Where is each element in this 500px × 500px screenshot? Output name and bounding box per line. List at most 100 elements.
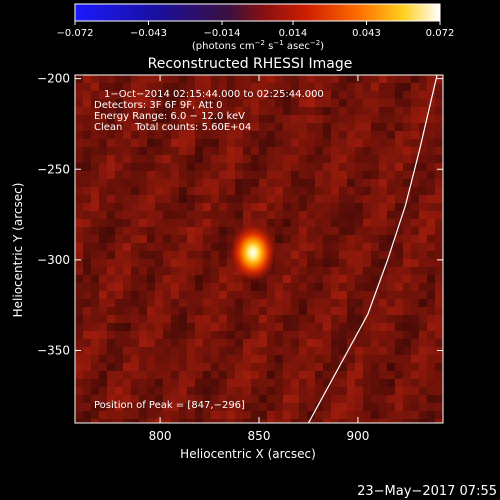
image-pixel xyxy=(387,379,395,387)
image-pixel xyxy=(91,419,99,423)
image-pixel xyxy=(227,371,235,379)
image-pixel xyxy=(371,91,379,99)
image-pixel xyxy=(227,219,235,227)
image-pixel xyxy=(147,379,155,387)
image-pixel xyxy=(299,99,307,107)
image-pixel xyxy=(267,219,275,227)
image-pixel xyxy=(355,91,363,99)
image-pixel xyxy=(219,347,227,355)
image-pixel xyxy=(139,267,147,275)
image-pixel xyxy=(243,355,251,363)
image-pixel xyxy=(291,339,299,347)
image-pixel xyxy=(299,339,307,347)
image-pixel xyxy=(107,355,115,363)
image-pixel xyxy=(307,219,315,227)
image-pixel xyxy=(283,155,291,163)
image-pixel xyxy=(275,107,283,115)
image-pixel xyxy=(187,75,195,83)
image-pixel xyxy=(147,139,155,147)
image-pixel xyxy=(211,379,219,387)
image-pixel xyxy=(163,339,171,347)
image-pixel xyxy=(171,203,179,211)
image-pixel xyxy=(419,251,427,259)
image-pixel xyxy=(115,299,123,307)
image-pixel xyxy=(259,139,267,147)
image-pixel xyxy=(163,147,171,155)
image-pixel xyxy=(379,299,387,307)
image-pixel xyxy=(387,139,395,147)
image-pixel xyxy=(227,171,235,179)
image-pixel xyxy=(299,275,307,283)
image-pixel xyxy=(123,131,131,139)
image-pixel xyxy=(419,211,427,219)
image-pixel xyxy=(115,155,123,163)
image-pixel xyxy=(123,411,131,419)
image-pixel xyxy=(147,275,155,283)
image-pixel xyxy=(259,131,267,139)
image-pixel xyxy=(307,243,315,251)
annotation-energy: Energy Range: 6.0 − 12.0 keV xyxy=(94,111,245,122)
image-pixel xyxy=(435,203,443,211)
image-pixel xyxy=(363,347,371,355)
image-pixel xyxy=(147,363,155,371)
image-pixel xyxy=(419,395,427,403)
image-pixel xyxy=(211,75,219,83)
image-pixel xyxy=(291,123,299,131)
image-pixel xyxy=(363,411,371,419)
image-pixel xyxy=(163,379,171,387)
image-pixel xyxy=(99,235,107,243)
image-pixel xyxy=(163,227,171,235)
image-pixel xyxy=(427,379,435,387)
image-pixel xyxy=(115,379,123,387)
image-pixel xyxy=(363,131,371,139)
image-pixel xyxy=(155,75,163,83)
image-pixel xyxy=(331,243,339,251)
image-pixel xyxy=(259,219,267,227)
image-pixel xyxy=(75,219,83,227)
image-pixel xyxy=(235,179,243,187)
image-pixel xyxy=(163,355,171,363)
image-pixel xyxy=(291,211,299,219)
image-pixel xyxy=(435,387,443,395)
image-pixel xyxy=(219,395,227,403)
image-pixel xyxy=(171,419,179,423)
image-pixel xyxy=(395,235,403,243)
image-pixel xyxy=(163,75,171,83)
image-pixel xyxy=(155,131,163,139)
image-pixel xyxy=(83,299,91,307)
image-pixel xyxy=(427,251,435,259)
image-pixel xyxy=(435,99,443,107)
image-pixel xyxy=(195,411,203,419)
image-pixel xyxy=(171,251,179,259)
image-pixel xyxy=(187,339,195,347)
image-pixel xyxy=(219,275,227,283)
image-pixel xyxy=(91,147,99,155)
image-pixel xyxy=(227,347,235,355)
image-pixel xyxy=(275,91,283,99)
image-pixel xyxy=(331,195,339,203)
image-pixel xyxy=(403,347,411,355)
image-pixel xyxy=(219,291,227,299)
image-pixel xyxy=(427,355,435,363)
image-pixel xyxy=(259,211,267,219)
image-pixel xyxy=(427,291,435,299)
image-pixel xyxy=(203,315,211,323)
image-pixel xyxy=(171,243,179,251)
image-pixel xyxy=(187,347,195,355)
image-pixel xyxy=(379,323,387,331)
image-pixel xyxy=(163,283,171,291)
image-pixel xyxy=(291,403,299,411)
image-pixel xyxy=(291,411,299,419)
image-pixel xyxy=(99,91,107,99)
image-pixel xyxy=(403,179,411,187)
image-pixel xyxy=(275,227,283,235)
image-pixel xyxy=(387,299,395,307)
image-pixel xyxy=(339,123,347,131)
image-pixel xyxy=(171,323,179,331)
image-pixel xyxy=(131,123,139,131)
image-pixel xyxy=(75,107,83,115)
image-pixel xyxy=(339,307,347,315)
image-pixel xyxy=(283,267,291,275)
image-pixel xyxy=(435,171,443,179)
image-pixel xyxy=(195,403,203,411)
